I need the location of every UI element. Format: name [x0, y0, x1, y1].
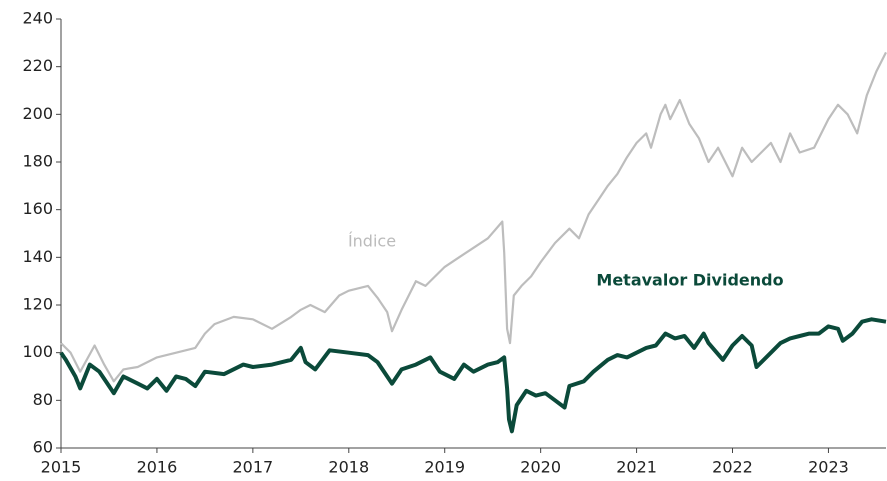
y-tick-label: 160 — [22, 199, 53, 218]
y-tick-label: 240 — [22, 9, 53, 28]
series-label: Metavalor Dividendo — [596, 271, 783, 290]
y-tick-label: 60 — [33, 438, 53, 457]
y-tick-label: 100 — [22, 342, 53, 361]
series-line — [60, 51, 887, 383]
y-tick-label: 80 — [33, 390, 53, 409]
y-tick-label: 200 — [22, 104, 53, 123]
y-tick-label: 220 — [22, 56, 53, 75]
x-tick-label: 2015 — [41, 458, 82, 477]
y-tick-label: 180 — [22, 152, 53, 171]
y-tick-label: 120 — [22, 295, 53, 314]
x-tick-label: 2022 — [712, 458, 753, 477]
x-tick-label: 2023 — [808, 458, 849, 477]
y-tick-label: 140 — [22, 247, 53, 266]
x-tick-label: 2018 — [328, 458, 369, 477]
series-line — [59, 317, 887, 434]
x-tick-label: 2019 — [424, 458, 465, 477]
x-tick-label: 2020 — [520, 458, 561, 477]
x-tick-label: 2017 — [233, 458, 274, 477]
x-tick-label: 2016 — [137, 458, 178, 477]
series-label: Índice — [348, 232, 396, 251]
x-tick-label: 2021 — [616, 458, 657, 477]
